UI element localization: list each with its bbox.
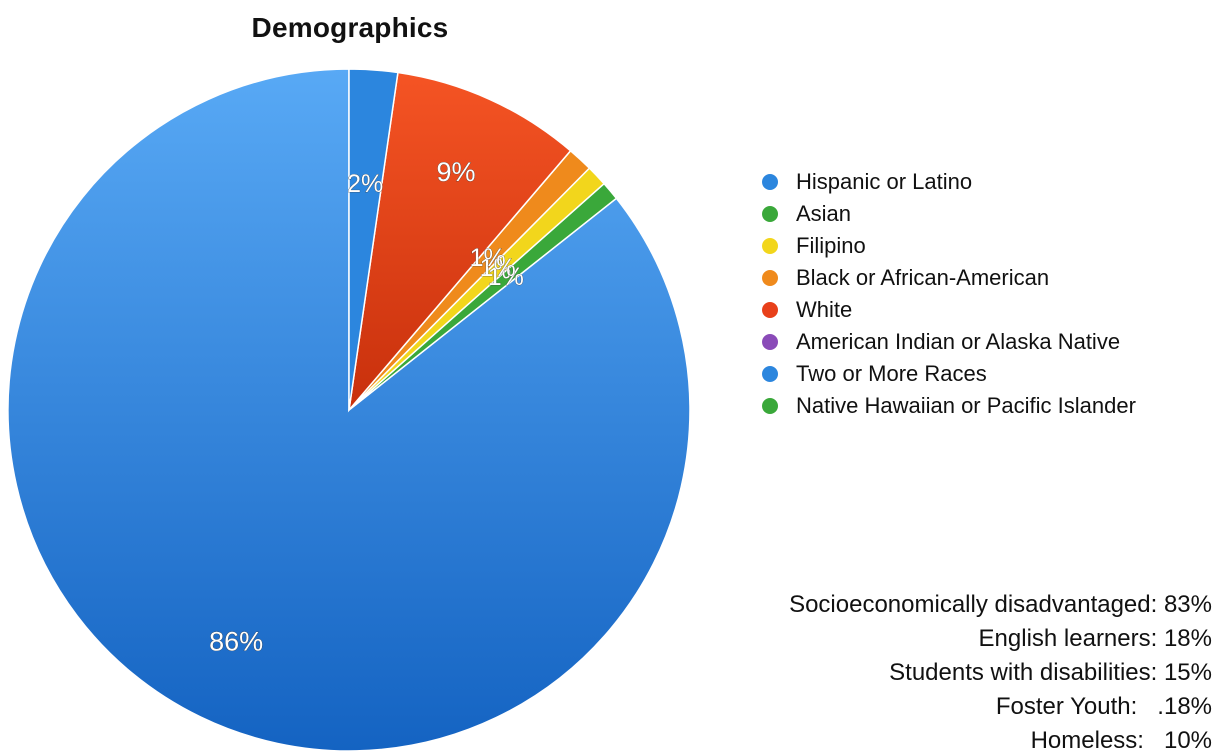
pie-slice-white: [347, 71, 572, 413]
demographic-stats: Socioeconomically disadvantaged: 83% Engl…: [652, 588, 1212, 756]
legend-label: White: [796, 297, 853, 322]
stat-line: Students with disabilities: 15%: [889, 659, 1212, 686]
pie-slice-label-asian: 1%: [488, 263, 524, 291]
legend-label: Asian: [796, 201, 852, 226]
legend-label: Two or More Races: [796, 361, 987, 386]
stat-line: Foster Youth: .18%: [995, 693, 1212, 720]
pie-chart: 86% 1%1%1% 9% 2%: [7, 68, 691, 752]
legend-swatch: [762, 270, 778, 286]
legend-item-black-or-african-american: Black or African-American: [762, 262, 1136, 294]
legend-item-filipino: Filipino: [762, 230, 1136, 262]
legend-swatch: [762, 334, 778, 350]
legend-swatch: [762, 398, 778, 414]
stat-line: English learners: 18%: [978, 625, 1212, 652]
pie-slice-label-filipino: 1%: [480, 254, 516, 282]
chart-title: Demographics: [251, 12, 449, 43]
legend-item-white: White: [762, 294, 1136, 326]
pie-slices: [7, 68, 691, 752]
legend-item-american-indian-or-alaska-native: American Indian or Alaska Native: [762, 326, 1136, 358]
pie-slice-labels: 86% 1%1%1% 9% 2%: [209, 157, 524, 657]
stat-line: Homeless: 10%: [1030, 727, 1212, 754]
legend-item-native-hawaiian-or-pacific-islander: Native Hawaiian or Pacific Islander: [762, 390, 1136, 422]
legend-label: American Indian or Alaska Native: [796, 329, 1121, 354]
legend-swatch: [762, 302, 778, 318]
legend-swatch: [762, 366, 778, 382]
legend-item-hispanic-or-latino: Hispanic or Latino: [762, 166, 1136, 198]
pie-slice-two-or-more-races: [348, 68, 399, 411]
pie-slice-label-white: 9%: [436, 157, 475, 187]
legend-item-two-or-more-races: Two or More Races: [762, 358, 1136, 390]
legend-swatch: [762, 238, 778, 254]
pie-slice-label-two-or-more-races: 2%: [347, 170, 383, 198]
legend-label: Native Hawaiian or Pacific Islander: [796, 393, 1136, 418]
legend-label: Filipino: [796, 233, 866, 258]
pie-slice-label-hispanic-or-latino: 86%: [209, 626, 263, 656]
legend-item-asian: Asian: [762, 198, 1136, 230]
legend-label: Hispanic or Latino: [796, 169, 973, 194]
legend-swatch: [762, 206, 778, 222]
chart-legend: Hispanic or Latino Asian Filipino Black or …: [762, 166, 1136, 422]
legend-swatch: [762, 174, 778, 190]
legend-label: Black or African-American: [796, 265, 1050, 290]
stat-line: Socioeconomically disadvantaged: 83%: [789, 591, 1212, 618]
pie-slice-label-black-or-african-american: 1%: [470, 244, 506, 272]
